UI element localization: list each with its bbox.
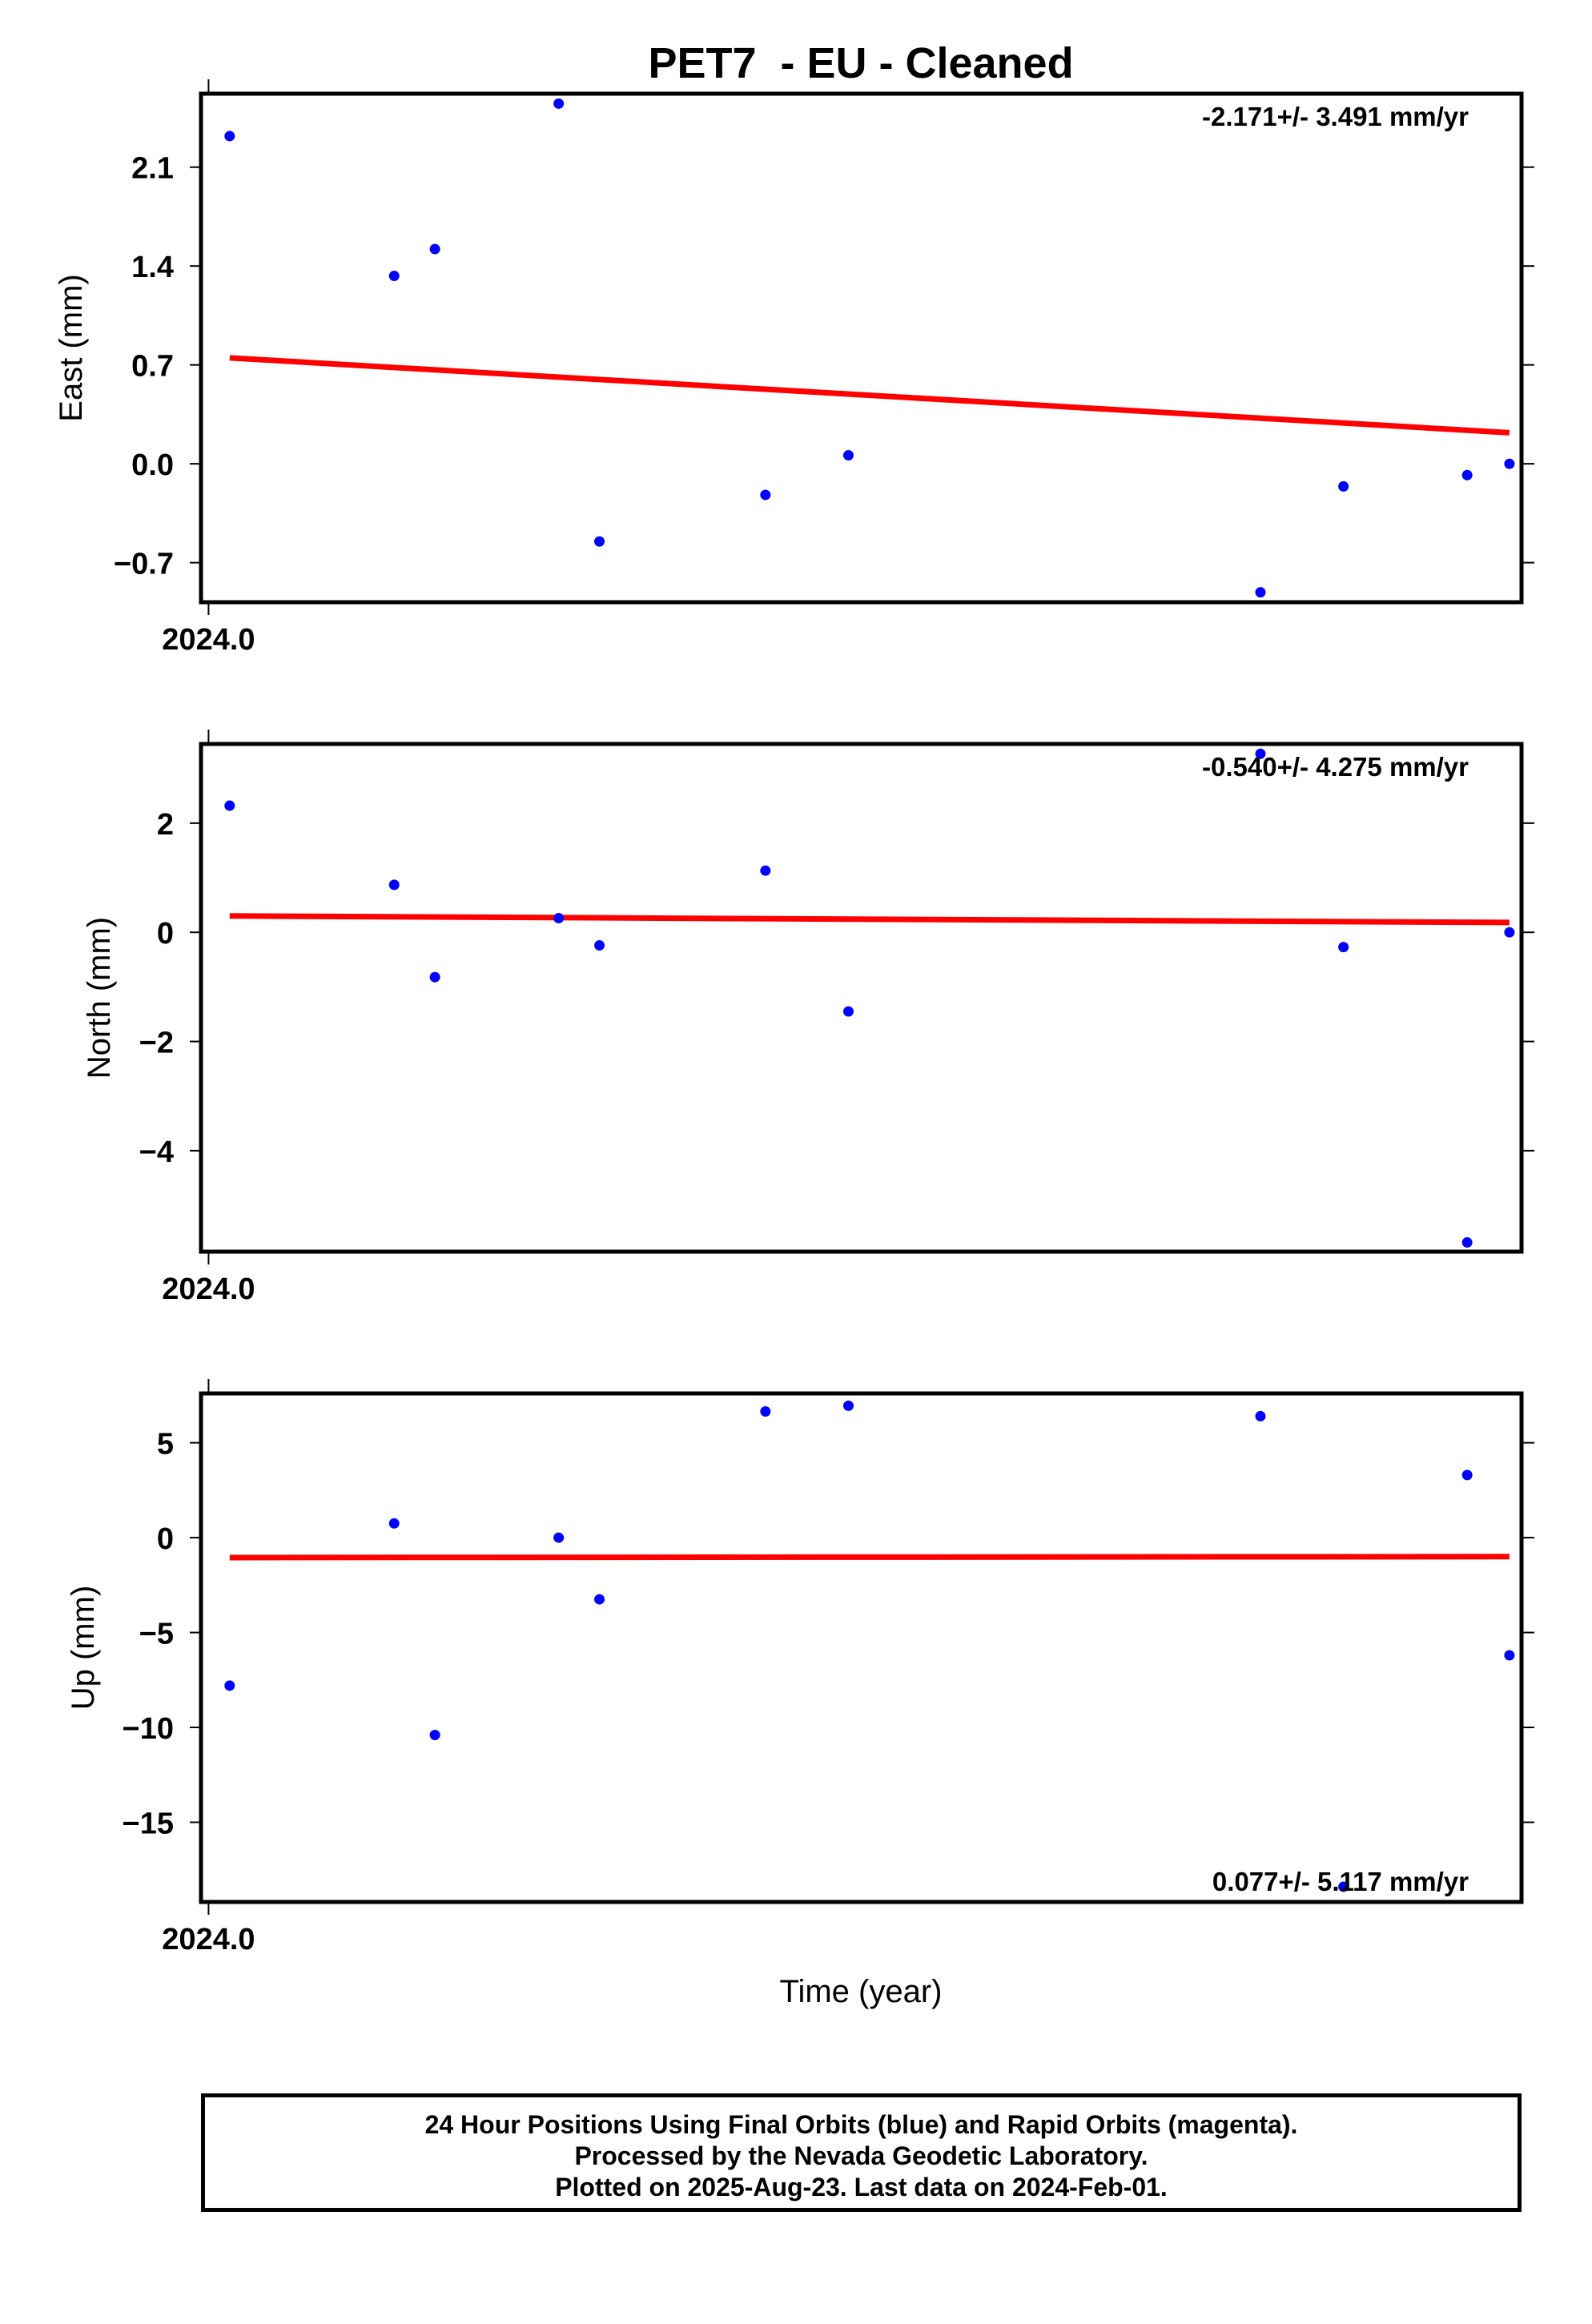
- y-tick-label: 1.4: [131, 251, 174, 284]
- panel-east: 2.1 1.4 0.7 0.0 −0.7 2024.0 East (mm) -2.171+/-…: [54, 79, 1534, 657]
- data-point: [1504, 1650, 1515, 1661]
- data-point: [594, 940, 605, 951]
- data-point: [760, 865, 771, 876]
- panel-up: 5 0 −5 −10 −15 2024.0 Up (mm) 0.077+/- 5.117 mm…: [66, 1379, 1534, 1956]
- data-point: [224, 131, 235, 142]
- trend-line: [229, 355, 1510, 436]
- data-point: [594, 536, 605, 547]
- rate-annotation: 0.077+/- 5.117 mm/yr: [1212, 1867, 1469, 1896]
- data-point: [429, 243, 440, 255]
- y-tick-label: 0: [157, 917, 174, 951]
- y-tick-label: 5: [157, 1428, 174, 1462]
- y-axis-label: East (mm): [54, 274, 89, 421]
- y-tick-label: −2: [139, 1027, 174, 1060]
- data-point: [1461, 1470, 1473, 1481]
- plot-frame: [199, 1391, 1524, 1904]
- y-tick-label: −15: [123, 1807, 174, 1840]
- trend-line: [229, 913, 1510, 926]
- data-point: [553, 1532, 565, 1543]
- data-point: [1338, 480, 1349, 492]
- data-point: [388, 879, 400, 891]
- data-point: [429, 971, 440, 983]
- data-point: [760, 489, 771, 501]
- data-point: [1338, 1881, 1349, 1892]
- data-point: [1255, 1410, 1266, 1421]
- data-point: [553, 912, 565, 923]
- data-point: [842, 450, 854, 461]
- x-tick-label: 2024.0: [162, 623, 255, 657]
- footer-line-processed: Processed by the Nevada Geodetic Laborat…: [574, 2141, 1148, 2170]
- data-point: [1504, 927, 1515, 938]
- x-tick-label: 2024.0: [162, 1923, 255, 1956]
- footer-line-orbits: 24 Hour Positions Using Final Orbits (bl…: [424, 2110, 1298, 2139]
- y-tick-label: 2.1: [131, 152, 174, 186]
- data-point: [1255, 748, 1266, 759]
- data-point: [224, 800, 235, 811]
- y-tick-label: 0: [157, 1522, 174, 1556]
- plot-frame: [199, 91, 1524, 605]
- y-tick-label: −4: [139, 1136, 174, 1169]
- data-point: [553, 98, 565, 109]
- rate-annotation: -0.540+/- 4.275 mm/yr: [1202, 752, 1469, 782]
- y-tick-label: 0.0: [131, 448, 174, 482]
- data-point: [1461, 1236, 1473, 1248]
- data-point: [760, 1406, 771, 1417]
- data-point: [429, 1729, 440, 1740]
- panels: 2.1 1.4 0.7 0.0 −0.7 2024.0 East (mm) -2.171+/-…: [54, 79, 1534, 1956]
- plot-frame: [199, 742, 1524, 1254]
- data-point: [842, 1006, 854, 1017]
- data-point: [1255, 587, 1266, 598]
- data-point: [1338, 942, 1349, 953]
- x-axis-label: Time (year): [780, 1974, 943, 2009]
- data-point: [388, 271, 400, 282]
- data-point: [388, 1518, 400, 1529]
- rate-annotation: -2.171+/- 3.491 mm/yr: [1202, 102, 1469, 131]
- x-tick-label: 2024.0: [162, 1273, 255, 1306]
- data-point: [224, 1680, 235, 1691]
- data-point: [1461, 469, 1473, 480]
- data-point: [1504, 458, 1515, 469]
- y-tick-label: 2: [157, 808, 174, 842]
- figure-title: PET7 - EU - Cleaned: [648, 39, 1073, 87]
- y-tick-label: −10: [123, 1712, 174, 1746]
- y-tick-label: −0.7: [114, 548, 174, 581]
- y-axis-label: North (mm): [82, 917, 117, 1079]
- y-tick-label: −5: [139, 1618, 174, 1651]
- footer-line-plotted: Plotted on 2025-Aug-23. Last data on 202…: [555, 2173, 1168, 2201]
- data-point: [594, 1594, 605, 1605]
- data-point: [842, 1400, 854, 1411]
- y-axis-label: Up (mm): [66, 1586, 101, 1711]
- panel-north: 2 0 −2 −4 2024.0 North (mm) -0.540+/- 4.275 mm…: [82, 730, 1534, 1306]
- y-tick-label: 0.7: [131, 350, 174, 384]
- trend-line: [229, 1554, 1510, 1561]
- footer-caption-box: 24 Hour Positions Using Final Orbits (bl…: [201, 2093, 1522, 2212]
